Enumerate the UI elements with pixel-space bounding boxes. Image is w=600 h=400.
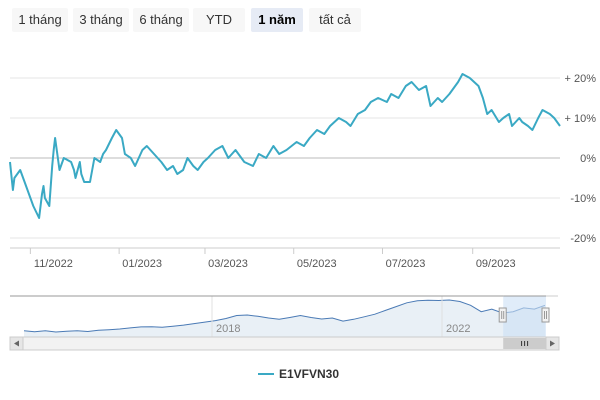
y-tick-label: -10% bbox=[570, 193, 596, 205]
x-tick-label: 05/2023 bbox=[297, 258, 337, 270]
navigator-line bbox=[23, 299, 546, 333]
series-line-e1vfvn30[interactable] bbox=[9, 73, 561, 219]
navigator-year-label: 2022 bbox=[446, 323, 470, 335]
range-button-all[interactable]: tất cả bbox=[309, 8, 361, 32]
range-button-3-month[interactable]: 3 tháng bbox=[73, 8, 129, 32]
navigator-handle-left[interactable] bbox=[498, 307, 507, 323]
navigator-handle-right[interactable] bbox=[541, 307, 550, 323]
x-tick-label: 01/2023 bbox=[122, 258, 162, 270]
legend-label: E1VFVN30 bbox=[279, 367, 340, 381]
x-tick-label: 07/2023 bbox=[386, 258, 426, 270]
chevron-left-icon bbox=[14, 340, 19, 347]
y-tick-label: 0% bbox=[580, 153, 596, 165]
range-button-ytd[interactable]: YTD bbox=[193, 8, 245, 32]
navigator-year-label: 2018 bbox=[216, 323, 240, 335]
scrollbar-track[interactable] bbox=[9, 336, 560, 351]
range-button-1-year[interactable]: 1 năm bbox=[251, 8, 303, 32]
legend[interactable]: E1VFVN30 bbox=[258, 366, 339, 382]
x-tick-label: 11/2022 bbox=[34, 258, 73, 270]
legend-line-icon bbox=[258, 373, 274, 375]
range-button-1-month[interactable]: 1 tháng bbox=[12, 8, 68, 32]
y-tick-label: -20% bbox=[570, 233, 596, 245]
navigator-selection-window[interactable] bbox=[503, 296, 546, 337]
x-tick-label: 03/2023 bbox=[208, 258, 248, 270]
range-button-6-month[interactable]: 6 tháng bbox=[133, 8, 189, 32]
x-tick-label: 09/2023 bbox=[476, 258, 516, 270]
y-tick-label: + 10% bbox=[565, 113, 597, 125]
chevron-right-icon bbox=[550, 340, 555, 347]
y-tick-label: + 20% bbox=[565, 73, 597, 85]
